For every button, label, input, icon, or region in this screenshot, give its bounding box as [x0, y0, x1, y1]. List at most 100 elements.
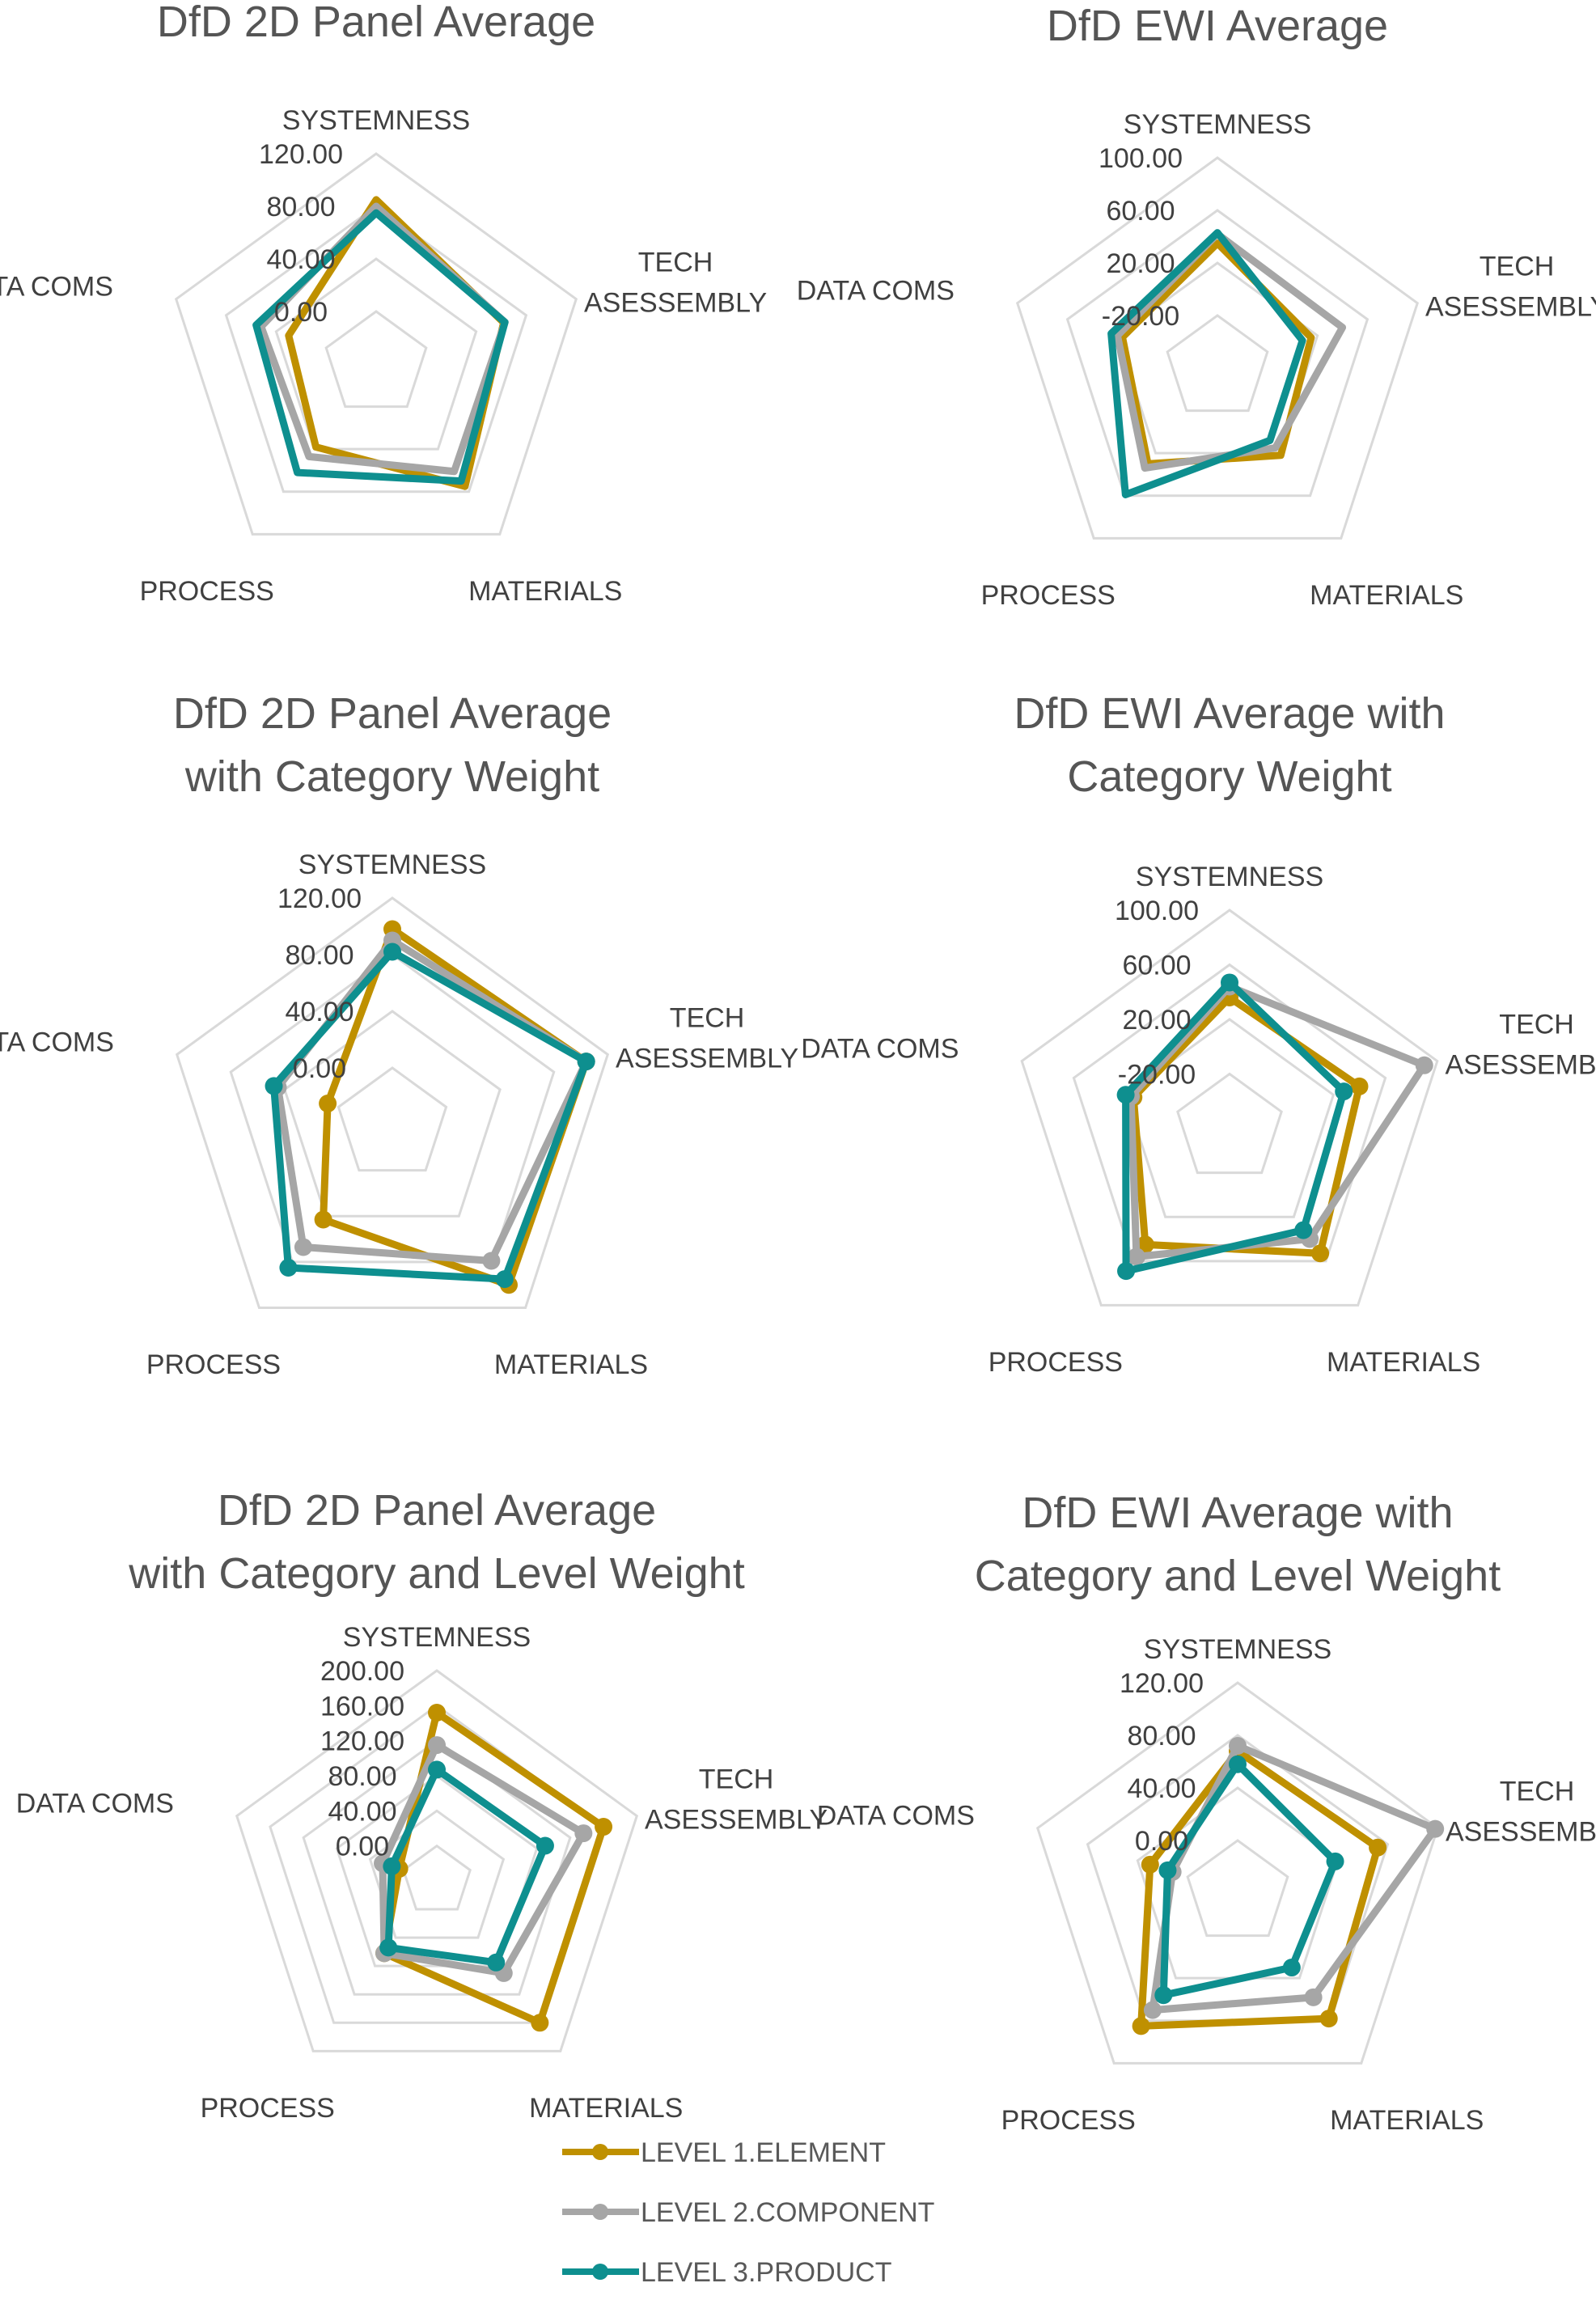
data-point — [1158, 1861, 1177, 1879]
data-point — [531, 2014, 549, 2032]
tick-label: -20.00 — [1102, 301, 1179, 332]
svg-text:DATA COMS: DATA COMS — [797, 276, 955, 307]
svg-text:PROCESS: PROCESS — [981, 580, 1116, 611]
grid-ring — [224, 205, 528, 493]
data-point — [428, 1760, 446, 1779]
tick-label: 0.00 — [293, 1053, 346, 1084]
axis-label-data-coms: DATA COMS — [801, 1034, 959, 1065]
data-point — [1132, 2017, 1150, 2035]
tick-label: 0.00 — [336, 1832, 389, 1862]
chart-title: with Category and Level Weight — [128, 1549, 744, 1598]
tick-label: 120.00 — [277, 883, 362, 914]
chart-title: DfD EWI Average with — [1022, 1489, 1453, 1537]
grid-ring — [1072, 963, 1387, 1263]
data-point — [1335, 1082, 1353, 1101]
series-level-2-component — [1113, 230, 1347, 472]
tick-label: 20.00 — [1122, 1005, 1191, 1036]
data-point — [1294, 1221, 1313, 1239]
tick-label: 20.00 — [1106, 248, 1175, 279]
axis-label-data-coms: DATA COMS — [16, 1789, 174, 1819]
tick-label: 60.00 — [1106, 196, 1175, 227]
data-point — [383, 1857, 401, 1875]
legend-label: LEVEL 2.COMPONENT — [641, 2197, 934, 2228]
svg-text:MATERIALS: MATERIALS — [1327, 1347, 1480, 1378]
tick-label: 160.00 — [320, 1691, 404, 1722]
tick-label: 120.00 — [320, 1726, 404, 1757]
data-point — [379, 1938, 398, 1957]
series-level-1-element — [1137, 1747, 1382, 2030]
radar-chart-2: DfD EWI Average -20.00 20.00 60.00 100.00SYS… — [797, 2, 1596, 611]
axis-label-data-coms: DATA COMS — [817, 1801, 975, 1832]
radar-chart-5: DfD 2D Panel Average with Category and Le… — [16, 1486, 828, 2124]
data-point — [482, 1252, 501, 1270]
axis-label-materials: MATERIALS — [529, 2093, 683, 2124]
chart-title: DfD EWI Average with — [1014, 689, 1445, 738]
data-point — [1229, 1755, 1247, 1773]
tick-label: 0.00 — [274, 297, 328, 328]
series-level-3-product — [384, 1765, 549, 1967]
tick-label: 80.00 — [285, 940, 353, 971]
data-point — [314, 1210, 332, 1229]
axis-label-materials: MATERIALS — [1330, 2105, 1484, 2136]
grid-ring — [175, 896, 610, 1310]
data-point — [536, 1836, 554, 1855]
series-level-3-product — [1159, 1760, 1340, 1999]
radar-chart-4: DfD EWI Average with Category Weight -20.0… — [801, 689, 1596, 1378]
svg-text:ASESSEMBLY: ASESSEMBLY — [1425, 292, 1596, 323]
series-level-3-product — [1107, 229, 1306, 498]
svg-text:MATERIALS: MATERIALS — [494, 1349, 648, 1380]
tick-label: 200.00 — [320, 1656, 404, 1687]
chart-title: DfD EWI Average — [1047, 2, 1388, 50]
axis-label-process: PROCESS — [201, 2093, 335, 2124]
svg-text:TECH: TECH — [638, 248, 713, 278]
svg-text:ASESSEMBLY: ASESSEMBLY — [616, 1044, 798, 1074]
svg-text:DATA COMS: DATA COMS — [0, 272, 113, 303]
tick-label: 40.00 — [1127, 1773, 1196, 1804]
legend-label: LEVEL 1.ELEMENT — [641, 2137, 886, 2168]
data-point — [1116, 1086, 1135, 1104]
grid-ring — [1035, 1681, 1440, 2065]
svg-text:DATA COMS: DATA COMS — [16, 1789, 174, 1819]
chart-title: DfD 2D Panel Average — [173, 689, 612, 738]
svg-text:PROCESS: PROCESS — [989, 1347, 1123, 1378]
chart-title: Category Weight — [1067, 752, 1391, 801]
data-point — [1369, 1838, 1387, 1857]
chart-title: DfD 2D Panel Average — [218, 1486, 656, 1535]
svg-text:MATERIALS: MATERIALS — [529, 2093, 683, 2124]
svg-text:PROCESS: PROCESS — [201, 2093, 335, 2124]
radar-chart-1: DfD 2D Panel Average 0.00 40.00 80.00 120.00… — [0, 0, 767, 607]
data-point — [1154, 1986, 1173, 2005]
svg-text:TECH: TECH — [699, 1764, 774, 1795]
radar-chart-3: DfD 2D Panel Average with Category Weight… — [0, 689, 798, 1380]
data-point — [1143, 2001, 1162, 2019]
grid-ring — [235, 1669, 639, 2052]
svg-text:MATERIALS: MATERIALS — [1330, 2105, 1484, 2136]
data-point — [319, 1095, 337, 1113]
svg-text:PROCESS: PROCESS — [146, 1349, 281, 1380]
data-point — [487, 1953, 506, 1972]
legend-marker — [592, 2144, 608, 2160]
axis-label-data-coms: DATA COMS — [0, 1027, 114, 1058]
axis-label-process: PROCESS — [981, 580, 1116, 611]
tick-label: -20.00 — [1118, 1060, 1196, 1091]
grid-ring — [229, 953, 556, 1264]
axis-label-tech-asessembly: TECH ASESSEMBLY — [1425, 252, 1596, 323]
series-level-1-element — [380, 1709, 607, 2027]
tick-label: 40.00 — [266, 244, 335, 275]
radar-charts: DfD 2D Panel Average 0.00 40.00 80.00 120.00… — [0, 0, 1596, 2136]
data-point — [1117, 1262, 1136, 1281]
legend-item-level-1-element: LEVEL 1.ELEMENT — [562, 2137, 886, 2168]
tick-label: 100.00 — [1099, 143, 1183, 174]
tick-label: 120.00 — [259, 139, 343, 170]
axis-label-tech-asessembly: TECH ASESSEMBLY — [1446, 1010, 1596, 1081]
axis-label-materials: MATERIALS — [468, 576, 622, 607]
chart-title: Category and Level Weight — [975, 1552, 1501, 1600]
axis-label-data-coms: DATA COMS — [797, 276, 955, 307]
data-point — [1304, 1988, 1323, 2006]
svg-text:MATERIALS: MATERIALS — [468, 576, 622, 607]
grid-ring — [368, 1809, 506, 1939]
axis-label-data-coms: DATA COMS — [0, 272, 113, 303]
axis-label-systemness: SYSTEMNESS — [298, 849, 486, 880]
data-point — [595, 1818, 613, 1836]
svg-text:PROCESS: PROCESS — [1001, 2105, 1136, 2136]
